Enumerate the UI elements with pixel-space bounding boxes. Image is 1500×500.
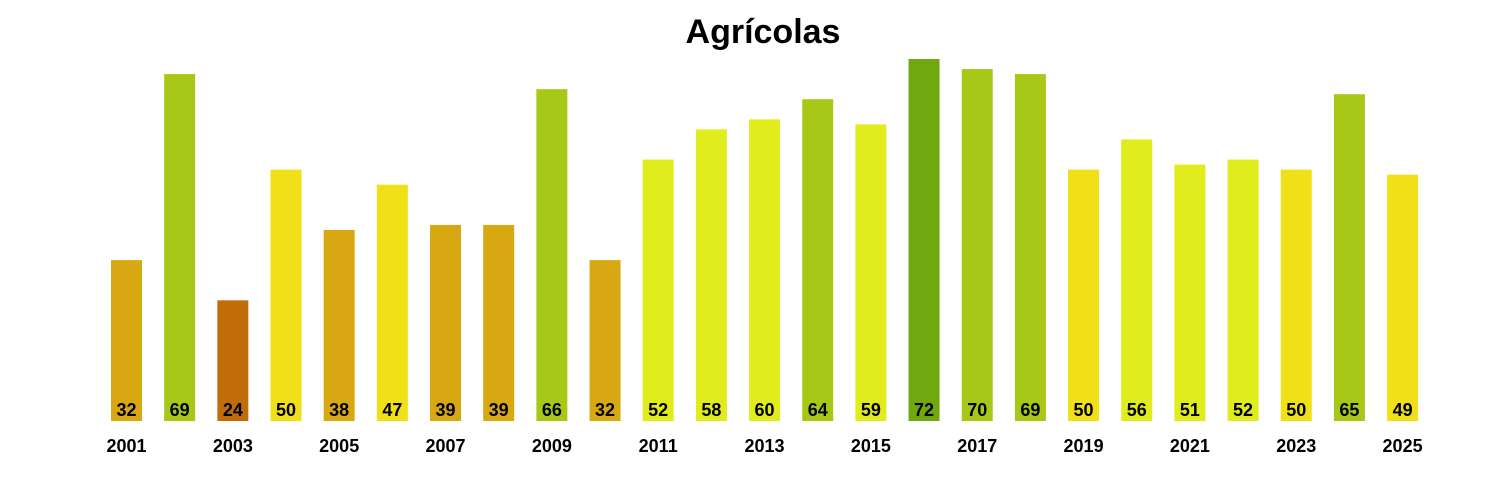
- bar-2015: [855, 124, 887, 422]
- bar-2023: [1280, 169, 1312, 421]
- bar-2005: [323, 229, 355, 421]
- bar-2018: [1014, 74, 1046, 421]
- x-tick-label-2003: 2003: [213, 436, 253, 456]
- bar-2024: [1333, 94, 1365, 421]
- x-tick-label-2023: 2023: [1276, 436, 1316, 456]
- value-label-2025: 49: [1393, 400, 1413, 420]
- x-tick-label-2025: 2025: [1383, 436, 1423, 456]
- value-label-2010: 32: [595, 400, 615, 420]
- bar-2014: [802, 99, 834, 421]
- x-tick-label-2021: 2021: [1170, 436, 1210, 456]
- bars-group: [111, 59, 1419, 422]
- bar-2012: [695, 129, 727, 421]
- bar-2010: [589, 260, 621, 421]
- bar-2008: [483, 224, 515, 421]
- bar-2003: [217, 300, 249, 421]
- value-label-2007: 39: [436, 400, 456, 420]
- value-label-2009: 66: [542, 400, 562, 420]
- x-tick-label-2015: 2015: [851, 436, 891, 456]
- value-label-2020: 56: [1127, 400, 1147, 420]
- bar-2020: [1121, 139, 1153, 421]
- bar-2021: [1174, 164, 1206, 421]
- bar-2007: [430, 224, 462, 421]
- x-tick-label-2007: 2007: [425, 436, 465, 456]
- bar-2017: [961, 69, 993, 421]
- value-labels-group: 32 69 24 50 38 47 39 39 66 32 52 58 60 64 59 72 70 69 50 56…: [116, 400, 1412, 420]
- value-label-2005: 38: [329, 400, 349, 420]
- value-label-2011: 52: [648, 400, 668, 420]
- bar-2004: [270, 169, 302, 421]
- bar-2013: [749, 119, 781, 421]
- x-tick-label-2019: 2019: [1064, 436, 1104, 456]
- bar-2009: [536, 89, 568, 422]
- value-label-2021: 51: [1180, 400, 1200, 420]
- value-label-2006: 47: [382, 400, 402, 420]
- bar-2025: [1387, 174, 1419, 421]
- bar-2001: [111, 260, 142, 421]
- x-tick-label-2017: 2017: [957, 436, 997, 456]
- value-label-2001: 32: [116, 400, 136, 420]
- bar-2006: [376, 184, 408, 421]
- x-tick-label-2011: 2011: [639, 436, 678, 456]
- bar-2019: [1068, 169, 1100, 421]
- x-tick-labels-group: 2001 2003 2005 2007 2009 2011 2013 2015 2017 2019…: [106, 436, 1422, 456]
- value-label-2022: 52: [1233, 400, 1253, 420]
- x-tick-label-2005: 2005: [319, 436, 359, 456]
- value-label-2016: 72: [914, 400, 934, 420]
- value-label-2023: 50: [1286, 400, 1306, 420]
- bar-2022: [1227, 159, 1259, 421]
- x-tick-label-2001: 2001: [106, 436, 146, 456]
- value-label-2013: 60: [755, 400, 775, 420]
- bar-2011: [642, 159, 674, 421]
- bar-2016: [908, 59, 940, 421]
- value-label-2008: 39: [489, 400, 509, 420]
- chart-title: Agrícolas: [686, 13, 841, 51]
- value-label-2018: 69: [1020, 400, 1040, 420]
- value-label-2024: 65: [1339, 400, 1359, 420]
- value-label-2019: 50: [1074, 400, 1094, 420]
- value-label-2004: 50: [276, 400, 296, 420]
- bar-2002: [164, 74, 196, 421]
- value-label-2014: 64: [808, 400, 828, 420]
- value-label-2017: 70: [967, 400, 987, 420]
- x-tick-label-2009: 2009: [532, 436, 572, 456]
- value-label-2012: 58: [701, 400, 721, 420]
- value-label-2002: 69: [170, 400, 190, 420]
- x-tick-label-2013: 2013: [745, 436, 785, 456]
- value-label-2015: 59: [861, 400, 881, 420]
- value-label-2003: 24: [223, 400, 243, 420]
